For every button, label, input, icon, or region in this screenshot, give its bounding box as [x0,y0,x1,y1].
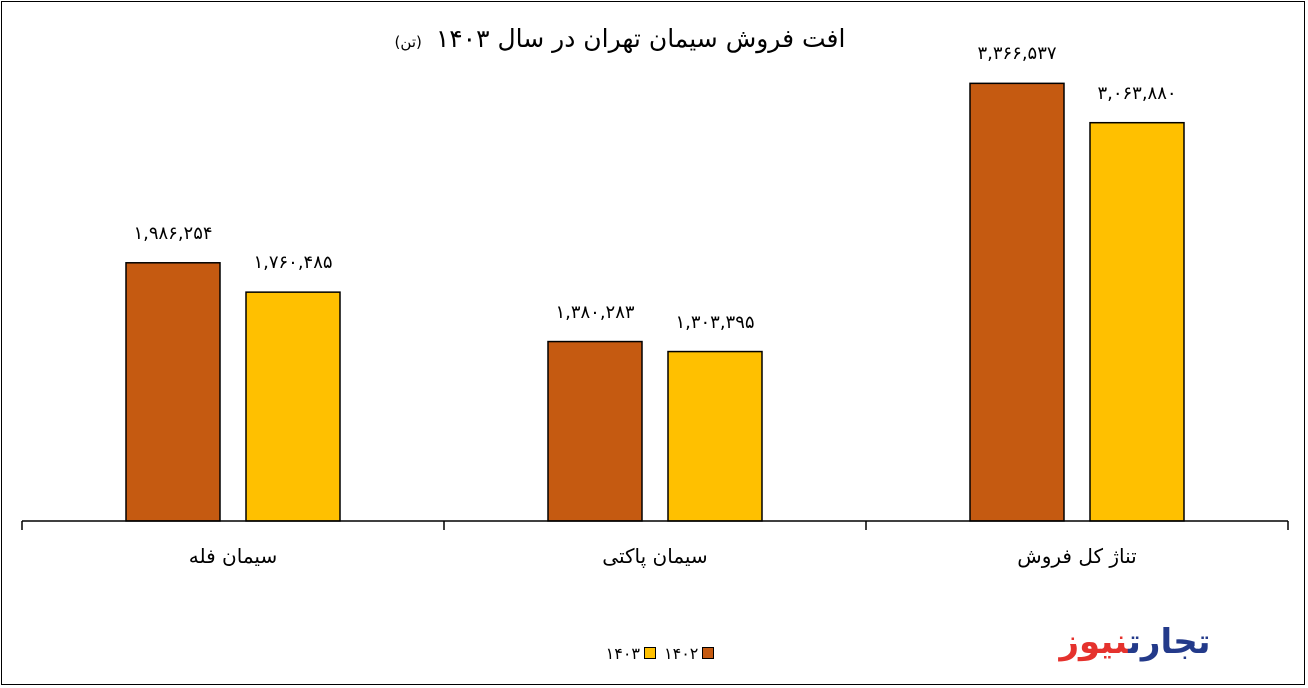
brand-logo-part1: تجارت [1128,622,1211,662]
bar-0-1 [245,291,341,522]
category-label: سیمان پاکتی [602,544,708,568]
data-label: ۱,۳۸۰,۲۸۳ [555,301,635,323]
data-label: ۳,۳۶۶,۵۳۷ [977,43,1057,65]
chart-title-unit: (تن) [394,33,422,51]
category-label: سیمان فله [188,544,278,568]
data-label: ۱,۷۶۰,۴۸۵ [253,252,333,274]
data-label: ۱,۹۸۶,۲۵۴ [133,222,213,244]
bar-0-0 [125,262,221,522]
legend-item-1403: ۱۴۰۳ [606,644,656,663]
bar-2-0 [969,82,1065,522]
bars-group [125,82,1185,522]
data-label: ۱,۳۰۳,۳۹۵ [675,311,755,333]
legend-swatch-1403 [644,647,656,659]
chart-title-text: افت فروش سیمان تهران در سال ۱۴۰۳ [435,24,846,53]
bar-2-1 [1089,121,1185,522]
x-axis-ticks [21,521,1289,530]
legend-label-1403: ۱۴۰۳ [605,643,640,663]
category-label: تناژ کل فروش [1017,544,1137,568]
legend-swatch-1402 [702,647,715,659]
legend-label-1402: ۱۴۰۲ [664,643,699,663]
bar-1-0 [547,340,643,522]
chart-title: افت فروش سیمان تهران در سال ۱۴۰۳ (تن) [340,24,900,64]
brand-logo: تجارتنیوز [1035,622,1235,672]
legend-item-1402: ۱۴۰۲ [664,643,715,663]
legend: ۱۴۰۲ ۱۴۰۳ [580,640,740,666]
brand-logo-part2: نیوز [1059,622,1129,662]
data-label: ۳,۰۶۳,۸۸۰ [1097,82,1177,104]
bar-1-1 [667,350,763,522]
